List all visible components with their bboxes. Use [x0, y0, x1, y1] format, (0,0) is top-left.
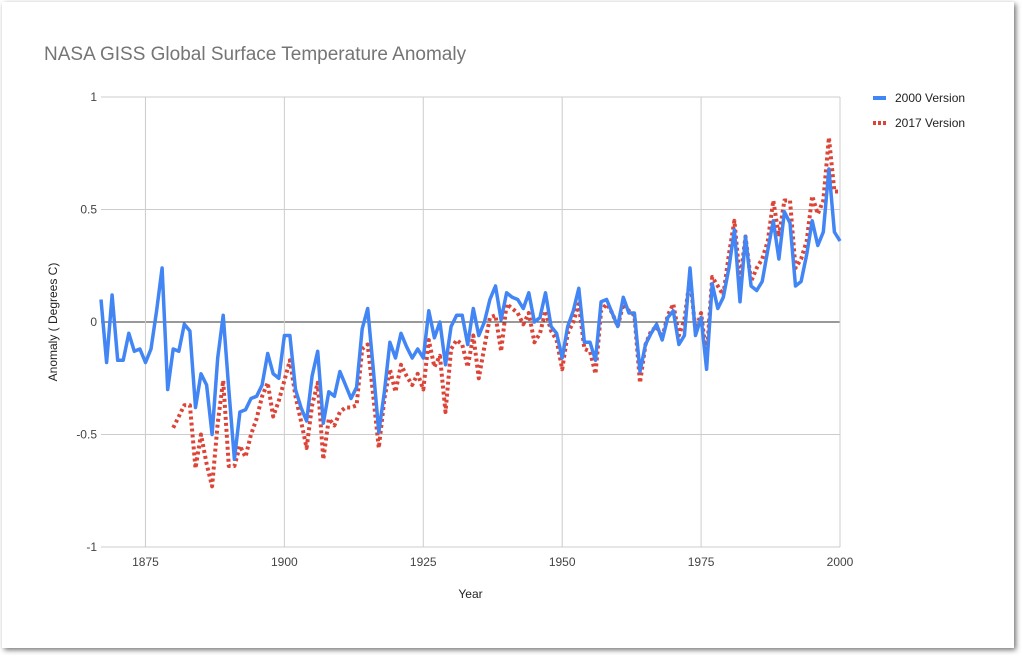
- y-tick-label: -0.5: [76, 428, 97, 442]
- x-tick-label: 1900: [271, 555, 298, 569]
- series-2000-version-line: [99, 167, 842, 462]
- legend: 2000 Version 2017 Version: [873, 91, 965, 130]
- y-tick-label: 0.5: [80, 203, 97, 217]
- y-axis-title: Anomaly ( Degrees C): [46, 263, 60, 382]
- x-axis-title: Year: [458, 587, 482, 601]
- y-tick-label: 0: [90, 315, 97, 329]
- tick-labels: 1 0.5 0 -0.5 -1 1875 1900 1925 1950 1975 2000: [76, 90, 853, 569]
- x-tick-label: 1925: [410, 555, 437, 569]
- series-2017-version-line: [171, 135, 840, 489]
- x-tick-label: 2000: [827, 555, 854, 569]
- y-tick-label: 1: [90, 90, 97, 104]
- chart-title: NASA GISS Global Surface Temperature Ano…: [44, 44, 467, 65]
- legend-label: 2017 Version: [895, 116, 965, 130]
- x-tick-label: 1875: [132, 555, 159, 569]
- x-tick-label: 1950: [549, 555, 576, 569]
- series-lines: [99, 135, 842, 489]
- grid-lines: [101, 96, 841, 548]
- chart-frame: [2, 2, 1014, 648]
- legend-label: 2000 Version: [895, 91, 965, 105]
- y-tick-label: -1: [86, 540, 97, 554]
- x-tick-label: 1975: [688, 555, 715, 569]
